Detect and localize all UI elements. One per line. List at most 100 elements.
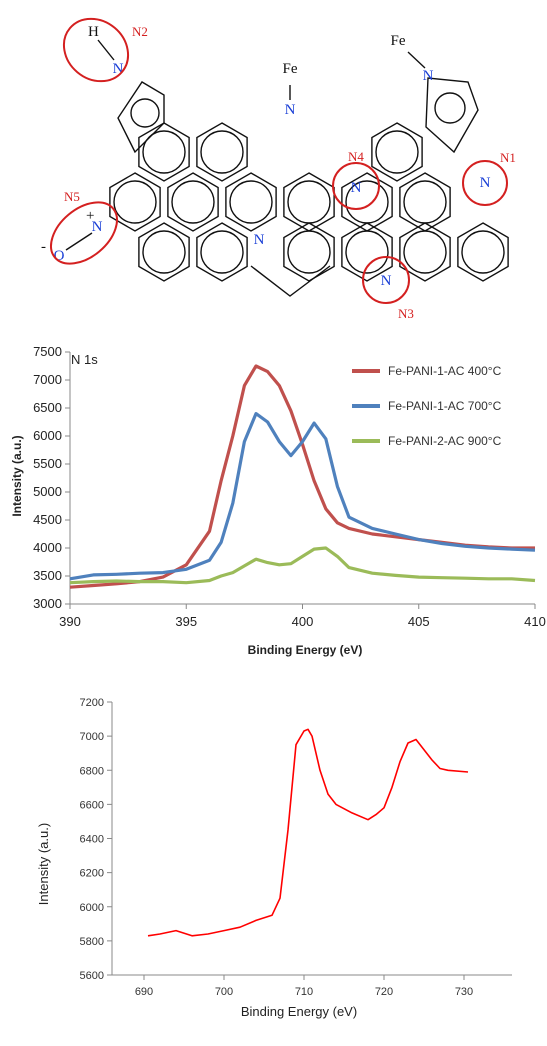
x-tick-label: 690 — [135, 986, 153, 998]
aromatic-circle — [130, 98, 160, 128]
y-tick-label: 3000 — [33, 596, 62, 611]
legend-label-2: Fe-PANI-1-AC 700°C — [388, 399, 502, 413]
y-tick-label: 7000 — [33, 372, 62, 387]
n5-label: N5 — [64, 189, 80, 204]
n1-highlight-circle — [462, 160, 508, 206]
pyrrole-ring — [425, 77, 479, 154]
n1-label: N1 — [500, 150, 516, 165]
n4-label: N4 — [348, 149, 364, 164]
n-o-bond — [65, 232, 93, 251]
benzene-ring — [225, 172, 277, 232]
n5-highlight-ellipse — [50, 201, 118, 265]
y-tick-label: 5500 — [33, 456, 62, 471]
series-line-2 — [69, 412, 536, 581]
x-tick-label: 720 — [375, 986, 393, 998]
x-tick-label: 400 — [292, 614, 314, 629]
benzene-ring — [399, 222, 451, 282]
fe-spectrum-chart: Binding Energy (eV) Intensity (a.u.) 690… — [36, 697, 512, 1019]
y-tick-label: 4500 — [33, 512, 62, 527]
x-tick-label: 405 — [408, 614, 430, 629]
y-tick-label: 6600 — [80, 799, 104, 811]
legend-label-1: Fe-PANI-1-AC 400°C — [388, 364, 502, 378]
n2-highlight-ellipse — [62, 17, 130, 83]
hydrogen-atom: H — [88, 24, 99, 40]
aromatic-circle — [403, 230, 447, 274]
y-tick-label: 7200 — [80, 697, 104, 709]
chart2-x-axis-label: Binding Energy (eV) — [241, 1004, 357, 1019]
aromatic-circle — [200, 130, 244, 174]
n1s-spectrum-chart: N 1s Binding Energy (eV) Intensity (a.u.… — [10, 344, 546, 657]
benzene-ring — [138, 222, 190, 282]
series-line-3 — [69, 546, 536, 585]
aromatic-circle — [171, 180, 215, 224]
aromatic-circle — [434, 92, 466, 124]
aromatic-circle — [345, 230, 389, 274]
x-tick-label: 730 — [455, 986, 473, 998]
benzene-ring — [196, 222, 248, 282]
nitrogen-atom: N — [480, 175, 491, 191]
nitrogen-atom: N — [254, 232, 265, 248]
chart1-y-axis-label: Intensity (a.u.) — [10, 435, 24, 516]
x-tick-label: 710 — [295, 986, 313, 998]
benzene-ring — [196, 122, 248, 182]
benzene-ring — [341, 222, 393, 282]
methylene-bridge — [250, 265, 331, 297]
y-tick-label: 7000 — [80, 731, 104, 743]
aromatic-circle — [375, 130, 419, 174]
nitrogen-atom: N — [285, 102, 296, 118]
nitrogen-atom: N — [92, 219, 103, 235]
plus-charge: + — [86, 208, 94, 224]
chart1-x-axis-label: Binding Energy (eV) — [248, 643, 363, 657]
y-tick-label: 6000 — [80, 902, 104, 914]
y-tick-label: 6000 — [33, 428, 62, 443]
benzene-ring — [138, 122, 190, 182]
aromatic-circle — [287, 180, 331, 224]
aromatic-circle — [461, 230, 505, 274]
benzene-ring — [109, 172, 161, 232]
aromatic-circle — [229, 180, 273, 224]
chart2-y-axis-label: Intensity (a.u.) — [36, 823, 51, 905]
y-tick-label: 6500 — [33, 400, 62, 415]
aromatic-circle — [142, 230, 186, 274]
iron-atom: Fe — [391, 33, 406, 49]
x-tick-label: 390 — [59, 614, 81, 629]
y-tick-label: 6400 — [80, 834, 104, 846]
y-tick-label: 4000 — [33, 540, 62, 555]
aromatic-circle — [287, 230, 331, 274]
benzene-ring — [457, 222, 509, 282]
y-tick-label: 5600 — [80, 970, 104, 982]
n-h-bond — [97, 39, 115, 61]
n4-highlight-circle — [332, 162, 380, 210]
iron-atom: Fe — [283, 61, 298, 77]
benzene-ring — [167, 172, 219, 232]
y-tick-label: 6800 — [80, 765, 104, 777]
x-tick-label: 700 — [215, 986, 233, 998]
nitrogen-atom: N — [423, 68, 434, 84]
x-tick-label: 410 — [524, 614, 546, 629]
aromatic-circle — [142, 130, 186, 174]
oxygen-atom: O — [54, 248, 65, 264]
aromatic-circle — [113, 180, 157, 224]
nitrogen-atom: N — [381, 273, 392, 289]
nitrogen-atom: N — [351, 180, 362, 196]
n3-label: N3 — [398, 306, 414, 321]
chart1-annotation: N 1s — [71, 352, 98, 367]
pyrrole-ring — [117, 81, 165, 154]
aromatic-circle — [403, 180, 447, 224]
y-tick-label: 5000 — [33, 484, 62, 499]
n2-label: N2 — [132, 24, 148, 39]
n3-highlight-circle — [362, 256, 410, 304]
benzene-ring — [371, 122, 423, 182]
x-tick-label: 395 — [175, 614, 197, 629]
nitrogen-atom: N — [113, 61, 124, 77]
y-tick-label: 5800 — [80, 936, 104, 948]
series-line-1 — [147, 728, 469, 937]
y-tick-label: 7500 — [33, 344, 62, 359]
fe-n-bond — [407, 51, 426, 69]
y-tick-label: 6200 — [80, 868, 104, 880]
minus-charge: - — [41, 239, 46, 255]
legend-label-3: Fe-PANI-2-AC 900°C — [388, 434, 502, 448]
aromatic-circle — [200, 230, 244, 274]
